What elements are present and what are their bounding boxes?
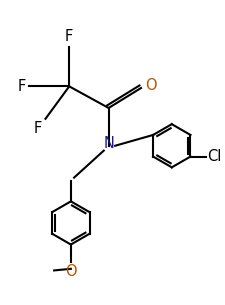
Text: F: F xyxy=(65,29,73,44)
Text: O: O xyxy=(65,264,77,279)
Text: N: N xyxy=(103,136,114,151)
Text: F: F xyxy=(34,121,42,136)
Text: Cl: Cl xyxy=(207,149,221,164)
Text: F: F xyxy=(18,79,26,94)
Text: O: O xyxy=(145,78,156,93)
